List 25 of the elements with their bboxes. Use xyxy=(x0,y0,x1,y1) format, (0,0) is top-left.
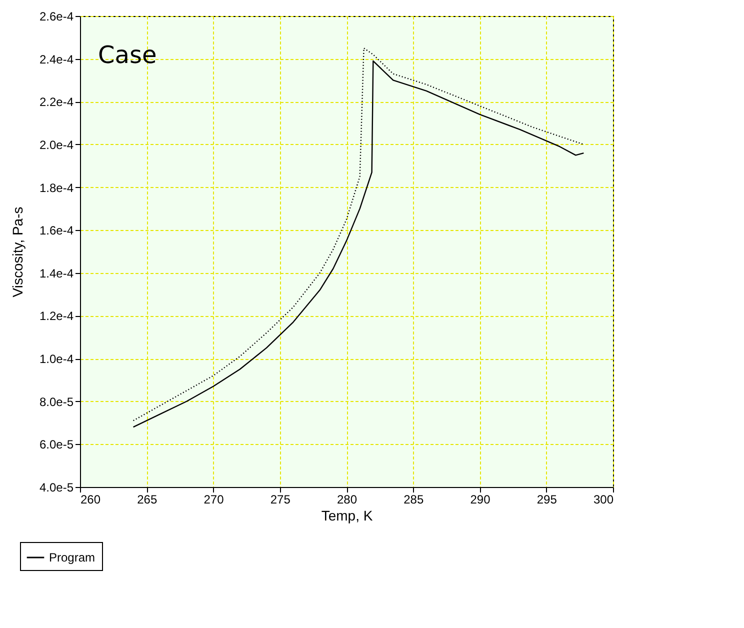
y-axis-title: Viscosity, Pa-s xyxy=(9,206,26,298)
x-tick-label: 270 xyxy=(204,492,224,506)
annotation: Case xyxy=(98,41,157,69)
x-tick-label: 300 xyxy=(593,492,614,506)
y-tick-label: 1.6e-4 xyxy=(39,224,74,238)
legend-label: Program xyxy=(49,550,96,564)
y-tick-label: 1.8e-4 xyxy=(39,180,74,195)
y-tick-label: 1.0e-4 xyxy=(39,352,74,366)
y-tick-label: 2.2e-4 xyxy=(39,95,74,110)
x-tick-label: 295 xyxy=(536,492,558,506)
x-tick-label: 275 xyxy=(270,492,291,506)
y-tick-label: 1.2e-4 xyxy=(39,309,74,324)
y-tick-label: 2.0e-4 xyxy=(39,138,74,152)
x-tick-label: 260 xyxy=(80,492,101,506)
x-tick-label: 265 xyxy=(137,492,158,506)
x-tick-label: 280 xyxy=(336,492,358,506)
y-tick-label: 1.4e-4 xyxy=(39,266,74,280)
y-tick-label: 2.4e-4 xyxy=(39,52,74,66)
y-tick-label: 2.6e-4 xyxy=(39,10,74,24)
x-tick-label: 285 xyxy=(404,492,424,506)
x-tick-label: 290 xyxy=(470,492,491,506)
y-tick-label: 8.0e-5 xyxy=(39,394,74,409)
x-axis-title: Temp, K xyxy=(321,508,374,524)
y-tick-label: 4.0e-5 xyxy=(39,480,74,494)
y-tick-label: 6.0e-5 xyxy=(39,438,74,452)
